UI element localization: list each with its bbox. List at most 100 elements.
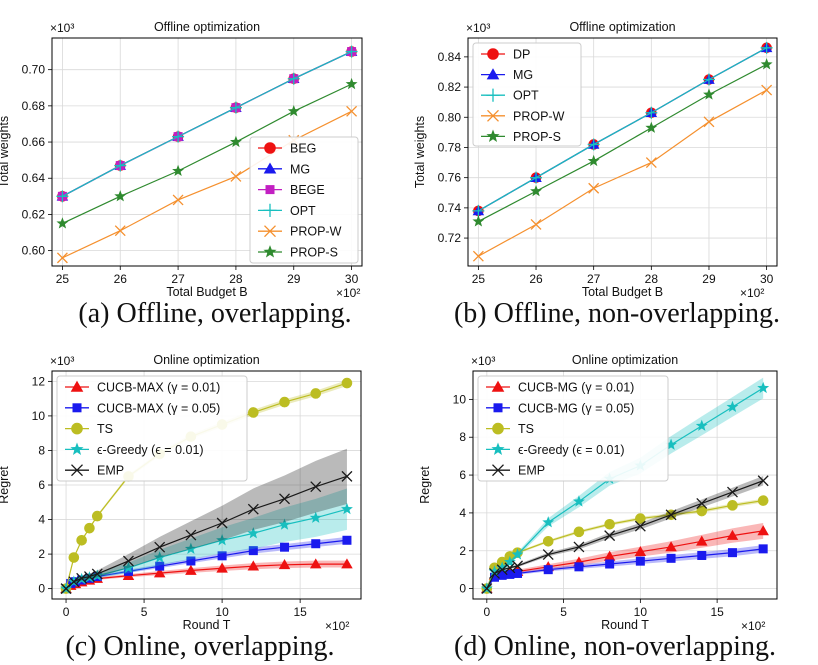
legend: BEG MG BEGE OPT PROP-W PROP-S	[249, 136, 359, 264]
y-tick-label: 0.62	[22, 207, 46, 221]
data-point	[489, 572, 499, 582]
confidence-band	[66, 560, 347, 589]
data-point	[573, 495, 585, 507]
series-emp	[60, 448, 353, 595]
legend-marker	[70, 442, 84, 455]
data-point	[229, 135, 242, 148]
data-point	[634, 545, 647, 557]
legend-item: CUCB-MAX (γ = 0.05)	[65, 401, 220, 415]
data-point	[56, 217, 69, 229]
y-tick-label: 4	[38, 513, 45, 527]
data-point	[697, 550, 707, 560]
legend-marker	[486, 68, 500, 80]
y-axis-multiplier: ×10³	[466, 21, 490, 35]
data-point	[530, 219, 542, 230]
legend-marker	[487, 48, 499, 60]
data-point	[634, 520, 646, 532]
x-axis-multiplier: ×10²	[325, 619, 349, 633]
x-axis-multiplier: ×10²	[741, 619, 765, 633]
y-tick-label: 8	[459, 430, 466, 444]
y-tick-label: 8	[38, 443, 45, 457]
y-tick-label: 0.64	[22, 171, 46, 185]
legend-frame	[249, 136, 359, 264]
data-point	[758, 544, 768, 554]
data-point	[530, 171, 543, 184]
legend-item: TS	[486, 422, 534, 436]
data-point	[123, 555, 134, 567]
legend-frame	[56, 375, 248, 482]
legend: CUCB-MG (γ = 0.01) CUCB-MG (γ = 0.05) TS ϵ-…	[477, 375, 669, 482]
x-tick-label: 26	[529, 272, 543, 286]
data-point	[153, 567, 166, 578]
data-point	[603, 550, 616, 561]
y-tick-label: 0	[459, 582, 466, 596]
x-tick-label: 10	[215, 605, 229, 619]
data-point	[56, 190, 69, 203]
series-opt	[56, 45, 358, 203]
legend-label: ϵ-Greedy (ϵ = 0.01)	[518, 443, 625, 457]
data-point	[489, 567, 500, 579]
data-point	[341, 502, 353, 515]
confidence-band	[66, 448, 347, 589]
data-point	[310, 481, 322, 493]
chart-panel-online-non-overlapping: 0 5 10 15 0 2 4 6 8 10 Online optimization Round T R…	[418, 353, 778, 633]
data-point	[172, 130, 185, 143]
y-tick-label: 0.74	[438, 201, 462, 215]
legend-item: PROP-S	[258, 245, 338, 260]
data-point	[346, 105, 358, 117]
legend-marker	[493, 403, 503, 413]
x-tick-label: 28	[645, 272, 659, 286]
legend-item: OPT	[481, 88, 539, 103]
data-point	[604, 518, 615, 530]
data-point	[345, 45, 358, 58]
legend-marker	[71, 422, 83, 435]
data-point	[172, 194, 184, 206]
legend-label: MG	[290, 162, 310, 176]
y-tick-label: 10	[453, 392, 467, 406]
y-axis-multiplier: ×10³	[50, 354, 74, 368]
data-point	[645, 121, 658, 133]
data-point	[83, 571, 95, 583]
y-tick-label: 10	[32, 409, 46, 423]
legend-item: EMP	[65, 464, 124, 478]
x-tick-label: 5	[141, 605, 148, 619]
caption-a: (a) Offline, overlapping.	[78, 298, 351, 329]
series-line	[62, 83, 352, 225]
chart-panel-offline-non-overlapping: 25 26 27 28 29 30 0.72 0.74 0.76 0.78 0.80 0.82 0.84…	[413, 20, 778, 300]
data-point	[761, 84, 773, 96]
data-point	[573, 526, 585, 538]
data-point	[68, 576, 80, 588]
data-point	[184, 542, 197, 554]
data-point	[472, 215, 485, 227]
data-point	[186, 556, 196, 566]
data-point	[278, 559, 291, 570]
confidence-band	[486, 476, 764, 589]
x-tick-label: 0	[483, 605, 490, 619]
legend-item: ϵ-Greedy (ϵ = 0.01)	[65, 442, 204, 457]
data-point	[587, 138, 600, 151]
y-tick-label: 2	[459, 544, 466, 558]
data-point	[727, 486, 738, 498]
data-point	[573, 541, 585, 553]
data-point	[695, 419, 708, 431]
legend-label: CUCB-MAX (γ = 0.01)	[97, 381, 220, 395]
legend-item: BEG	[258, 142, 316, 156]
caption-c: (c) Online, overlapping.	[65, 631, 334, 662]
x-tick-label: 25	[472, 272, 486, 286]
data-point	[217, 551, 227, 561]
legend-item: EMP	[486, 464, 545, 478]
data-point	[216, 534, 229, 546]
x-axis-multiplier: ×10²	[336, 286, 360, 300]
legend-frame	[472, 42, 582, 147]
series-prop-s	[472, 58, 773, 227]
legend-marker	[263, 162, 277, 174]
data-point	[542, 516, 555, 528]
legend-item: MG	[481, 68, 533, 82]
data-point	[153, 551, 166, 563]
data-point	[229, 101, 242, 114]
x-tick-label: 28	[229, 272, 243, 286]
legend-marker	[264, 225, 276, 238]
legend-item: OPT	[258, 203, 316, 218]
data-point	[185, 529, 197, 541]
